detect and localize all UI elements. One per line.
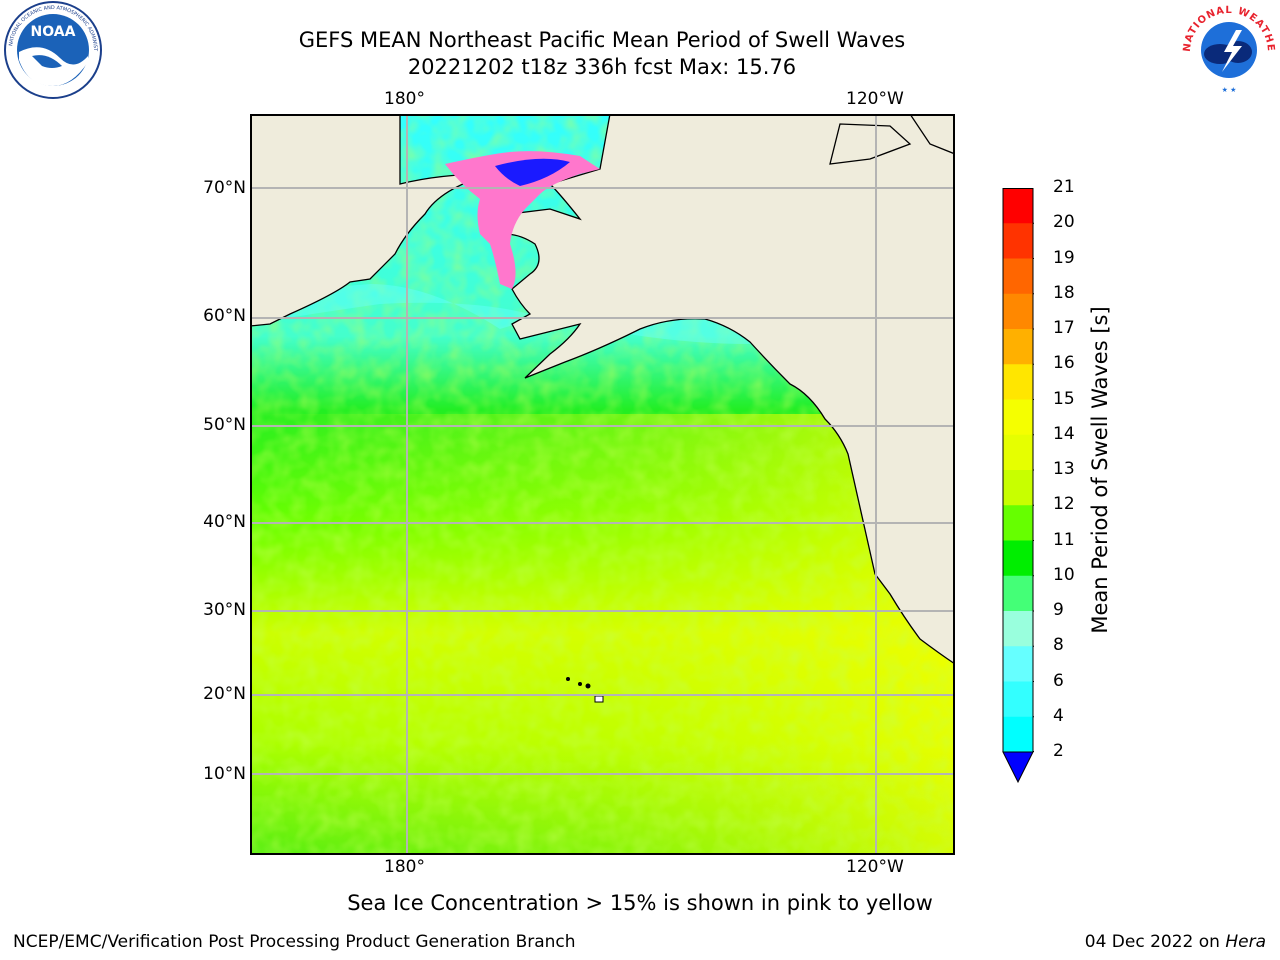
colorbar-swatch xyxy=(1003,681,1033,718)
lon-label-bottom-180: 180° xyxy=(384,857,425,877)
sea-ice-note: Sea Ice Concentration > 15% is shown in … xyxy=(347,891,933,915)
colorbar-tick-label: 21 xyxy=(1053,177,1075,197)
sea-ice-region xyxy=(445,151,600,289)
colorbar xyxy=(1002,188,1036,784)
colorbar-swatch xyxy=(1003,540,1033,577)
colorbar-tick-label: 9 xyxy=(1053,600,1064,620)
colorbar-swatch xyxy=(1003,329,1033,365)
nws-logo-icon: NATIONAL WEATHER SERVICE ★ ★ xyxy=(1174,0,1280,100)
colorbar-tick-label: 10 xyxy=(1053,564,1075,585)
colorbar-tick-label: 17 xyxy=(1053,318,1075,338)
colorbar-extend-arrow xyxy=(1002,751,1034,784)
footer-date-text: 04 Dec 2022 on xyxy=(1084,932,1226,952)
sea-ice-core xyxy=(495,158,570,186)
hawaii-islands xyxy=(566,677,604,703)
land-mass xyxy=(249,113,956,666)
colorbar-swatch xyxy=(1003,575,1033,612)
colorbar-tick-label: 20 xyxy=(1053,212,1075,233)
colorbar-tick-label: 11 xyxy=(1053,529,1075,550)
colorbar-swatch xyxy=(1003,434,1033,471)
footer-date: 04 Dec 2022 on Hera xyxy=(1085,932,1266,952)
colorbar-swatch xyxy=(1003,364,1033,400)
noaa-logo-text: NOAA xyxy=(31,24,76,40)
colorbar-swatch xyxy=(1003,188,1033,224)
lat-label-70n: 70°N xyxy=(203,178,246,198)
colorbar-swatch xyxy=(1003,293,1033,330)
lat-label-40n: 40°N xyxy=(203,512,246,532)
colorbar-tick-label: 13 xyxy=(1053,459,1075,479)
lon-label-bottom-120w: 120°W xyxy=(846,857,904,877)
colorbar-tick-label: 18 xyxy=(1053,282,1075,303)
chart-title-line2: 20221202 t18z 336h fcst Max: 15.76 xyxy=(407,55,797,79)
chart-title-line1: GEFS MEAN Northeast Pacific Mean Period … xyxy=(298,28,906,52)
noaa-logo-icon: NOAA NATIONAL OCEANIC AND ATMOSPHERIC AD… xyxy=(0,0,104,102)
colorbar-tick-label: 4 xyxy=(1053,705,1064,726)
colorbar-swatch xyxy=(1003,258,1033,295)
lon-label-top-120w: 120°W xyxy=(846,89,904,109)
lat-label-50n: 50°N xyxy=(203,415,246,435)
svg-text:★ ★: ★ ★ xyxy=(1222,86,1237,94)
colorbar-tick-label: 16 xyxy=(1053,353,1075,374)
lat-label-20n: 20°N xyxy=(203,684,246,704)
footer-credit: NCEP/EMC/Verification Post Processing Pr… xyxy=(13,932,576,952)
colorbar-swatch xyxy=(1003,716,1033,753)
colorbar-label: Mean Period of Swell Waves [s] xyxy=(1088,306,1112,634)
colorbar-tick-label: 14 xyxy=(1053,423,1075,444)
colorbar-tick-label: 8 xyxy=(1053,635,1064,656)
colorbar-swatch xyxy=(1003,399,1033,436)
colorbar-swatch xyxy=(1003,505,1033,541)
lat-label-10n: 10°N xyxy=(203,764,246,784)
colorbar-tick-label: 6 xyxy=(1053,670,1064,691)
footer-machine: Hera xyxy=(1225,932,1266,952)
map-panel xyxy=(249,113,956,855)
lat-label-60n: 60°N xyxy=(203,306,246,326)
lat-label-30n: 30°N xyxy=(203,600,246,620)
colorbar-swatch xyxy=(1003,470,1033,506)
map-frame xyxy=(250,114,955,855)
colorbar-tick-label: 12 xyxy=(1053,494,1075,515)
lon-label-top-180: 180° xyxy=(384,89,425,109)
colorbar-tick-label: 19 xyxy=(1053,247,1075,268)
colorbar-swatch xyxy=(1003,646,1033,682)
colorbar-tick-label: 2 xyxy=(1053,741,1064,761)
colorbar-swatch xyxy=(1003,223,1033,259)
map-gridlines xyxy=(250,114,955,855)
colorbar-tick-label: 15 xyxy=(1053,388,1075,409)
colorbar-label-container: Mean Period of Swell Waves [s] xyxy=(1080,188,1120,752)
colorbar-swatch xyxy=(1003,611,1033,647)
